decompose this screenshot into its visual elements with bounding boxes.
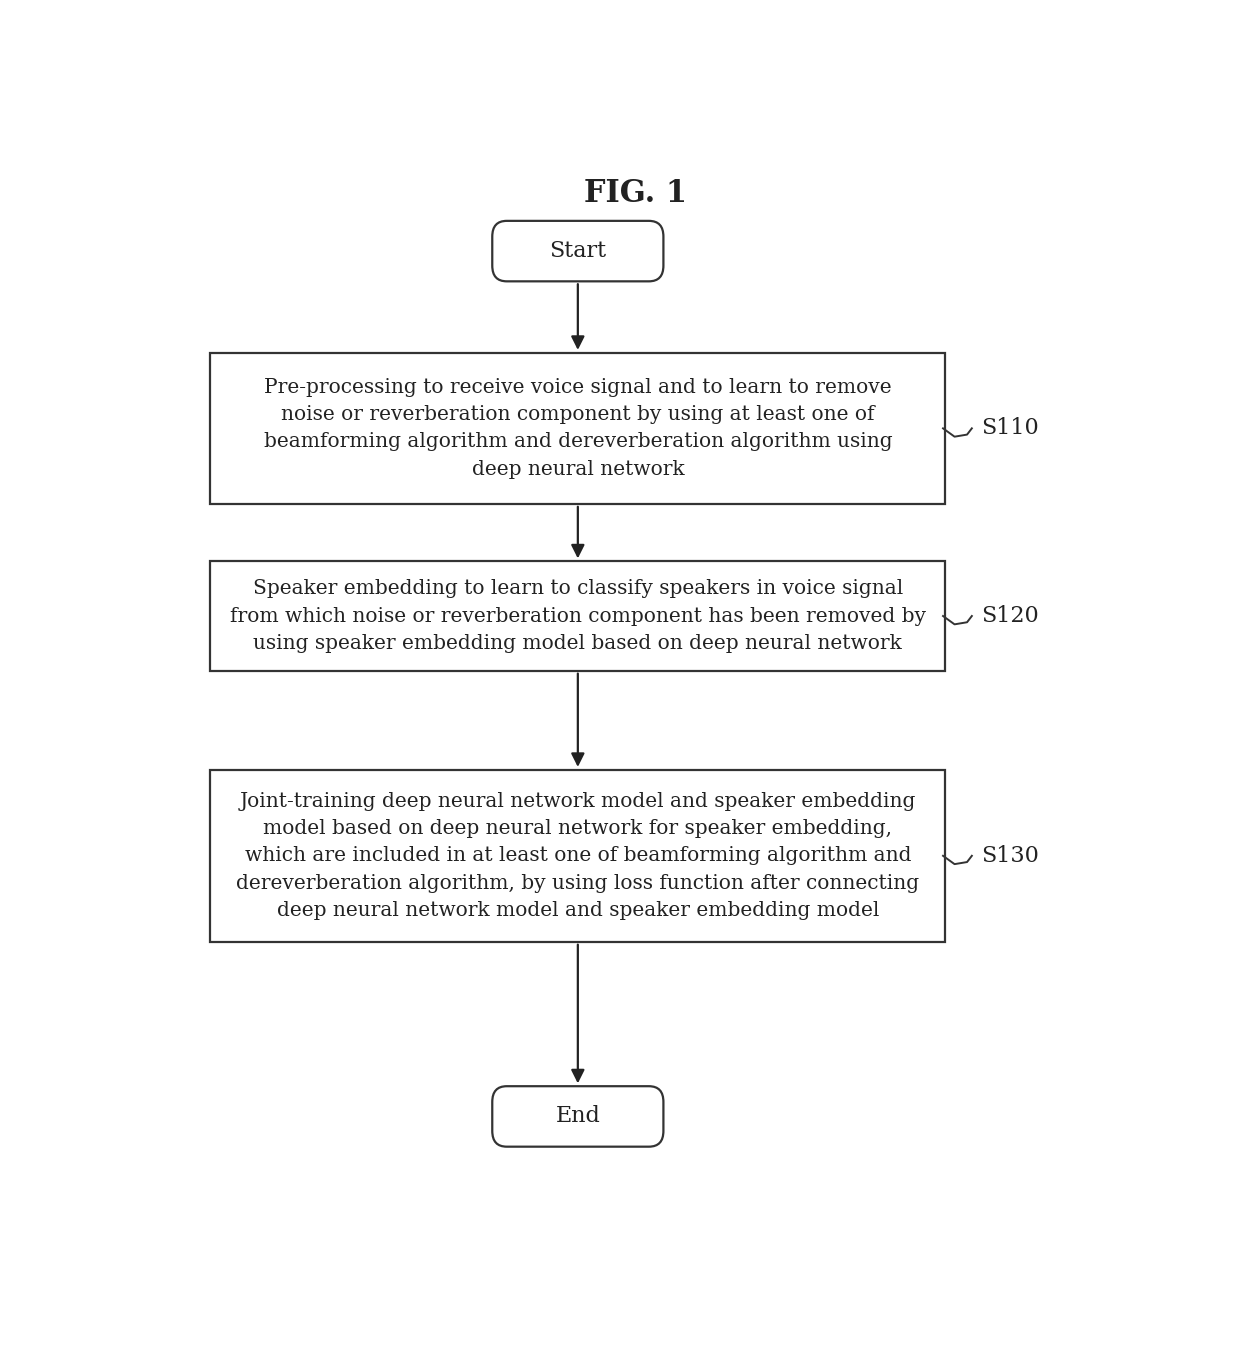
Text: Start: Start (549, 240, 606, 263)
Bar (211, 353, 945, 504)
Text: End: End (556, 1105, 600, 1128)
Text: Pre-processing to receive voice signal and to learn to remove
noise or reverbera: Pre-processing to receive voice signal a… (264, 378, 892, 479)
FancyBboxPatch shape (492, 1086, 663, 1147)
Text: Speaker embedding to learn to classify speakers in voice signal
from which noise: Speaker embedding to learn to classify s… (229, 580, 926, 653)
Text: S110: S110 (982, 417, 1039, 439)
Text: FIG. 1: FIG. 1 (584, 179, 687, 210)
Text: S120: S120 (982, 605, 1039, 627)
Bar (211, 562, 945, 670)
Bar (211, 770, 945, 942)
Text: S130: S130 (982, 845, 1039, 867)
Text: Joint-training deep neural network model and speaker embedding
model based on de: Joint-training deep neural network model… (237, 792, 919, 919)
FancyBboxPatch shape (492, 221, 663, 282)
